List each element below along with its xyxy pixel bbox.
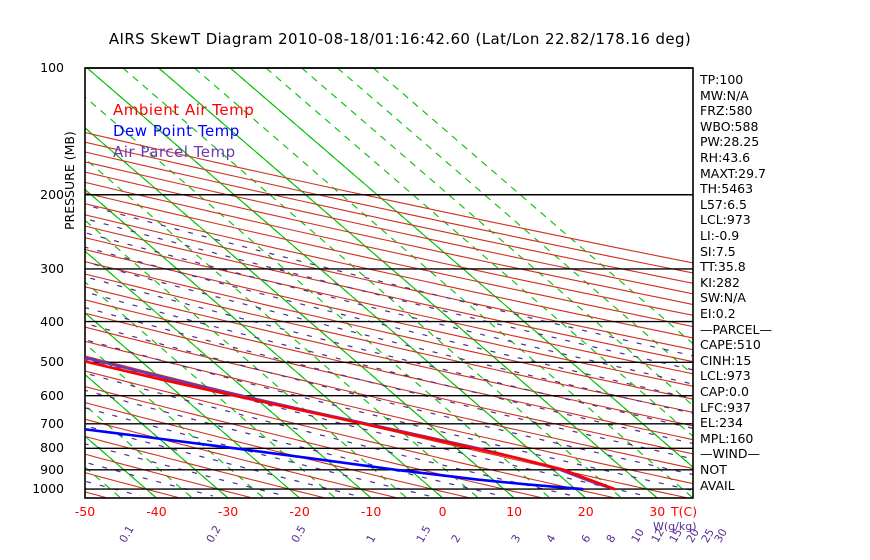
index-23: MPL:160 bbox=[700, 430, 754, 446]
index-1: MW:N/A bbox=[700, 87, 749, 103]
index-24: —WIND— bbox=[700, 446, 761, 462]
index-18: CINH:15 bbox=[700, 352, 752, 368]
pressure-tick-300: 300 bbox=[40, 260, 64, 276]
pressure-tick-100: 100 bbox=[40, 60, 64, 75]
index-8: L57:6.5 bbox=[700, 196, 747, 212]
mixing-axis-label: W(g/kg) bbox=[653, 520, 697, 533]
pressure-tick-400: 400 bbox=[40, 313, 64, 329]
bottom-temp-tick-10: 10 bbox=[506, 504, 523, 519]
index-12: TT:35.8 bbox=[700, 259, 746, 275]
bottom-temp-tick-20: 20 bbox=[577, 504, 594, 519]
index-20: CAP:0.0 bbox=[700, 384, 749, 399]
bottom-temp-tick--20: -20 bbox=[289, 504, 310, 519]
index-26: AVAIL bbox=[700, 477, 735, 493]
bottom-temp-tick--40: -40 bbox=[146, 504, 167, 519]
index-17: CAPE:510 bbox=[700, 337, 761, 353]
index-10: LI:-0.9 bbox=[700, 228, 740, 243]
pressure-tick-1000: 1000 bbox=[32, 481, 64, 497]
legend-air-parcel-temp: Air Parcel Temp bbox=[113, 143, 236, 161]
index-15: EI:0.2 bbox=[700, 306, 736, 321]
index-0: TP:100 bbox=[700, 72, 744, 87]
index-3: WBO:588 bbox=[700, 118, 759, 134]
pressure-tick-500: 500 bbox=[40, 354, 64, 370]
index-4: PW:28.25 bbox=[700, 134, 760, 150]
bottom-temp-tick--10: -10 bbox=[360, 504, 382, 519]
index-13: KI:282 bbox=[700, 274, 740, 290]
index-19: LCL:973 bbox=[700, 368, 751, 384]
legend-dew-point-temp: Dew Point Temp bbox=[113, 122, 240, 140]
index-5: RH:43.6 bbox=[700, 150, 751, 165]
legend-ambient-air-temp: Ambient Air Temp bbox=[113, 101, 255, 119]
bottom-temp-tick-30: 30 bbox=[649, 504, 666, 519]
pressure-tick-600: 600 bbox=[40, 387, 64, 403]
pressure-axis-label: PRESSURE (MB) bbox=[62, 131, 77, 230]
index-21: LFC:937 bbox=[700, 399, 751, 415]
index-16: —PARCEL— bbox=[700, 321, 772, 337]
index-2: FRZ:580 bbox=[700, 103, 753, 119]
pressure-tick-900: 900 bbox=[40, 461, 64, 477]
pressure-tick-200: 200 bbox=[40, 186, 64, 202]
temp-axis-label: T(C) bbox=[671, 504, 698, 519]
index-22: EL:234 bbox=[700, 415, 743, 431]
index-14: SW:N/A bbox=[700, 290, 746, 306]
pressure-tick-700: 700 bbox=[40, 415, 64, 431]
index-9: LCL:973 bbox=[700, 212, 751, 228]
bottom-temp-tick--30: -30 bbox=[217, 504, 239, 519]
bottom-temp-tick--50: -50 bbox=[74, 504, 96, 519]
index-25: NOT bbox=[700, 462, 727, 477]
pressure-tick-800: 800 bbox=[40, 440, 64, 456]
index-11: SI:7.5 bbox=[700, 243, 736, 259]
bottom-temp-tick-0: 0 bbox=[438, 504, 447, 519]
index-6: MAXT:29.7 bbox=[700, 165, 766, 181]
index-7: TH:5463 bbox=[700, 181, 754, 197]
page-title: AIRS SkewT Diagram 2010-08-18/01:16:42.6… bbox=[108, 30, 692, 48]
